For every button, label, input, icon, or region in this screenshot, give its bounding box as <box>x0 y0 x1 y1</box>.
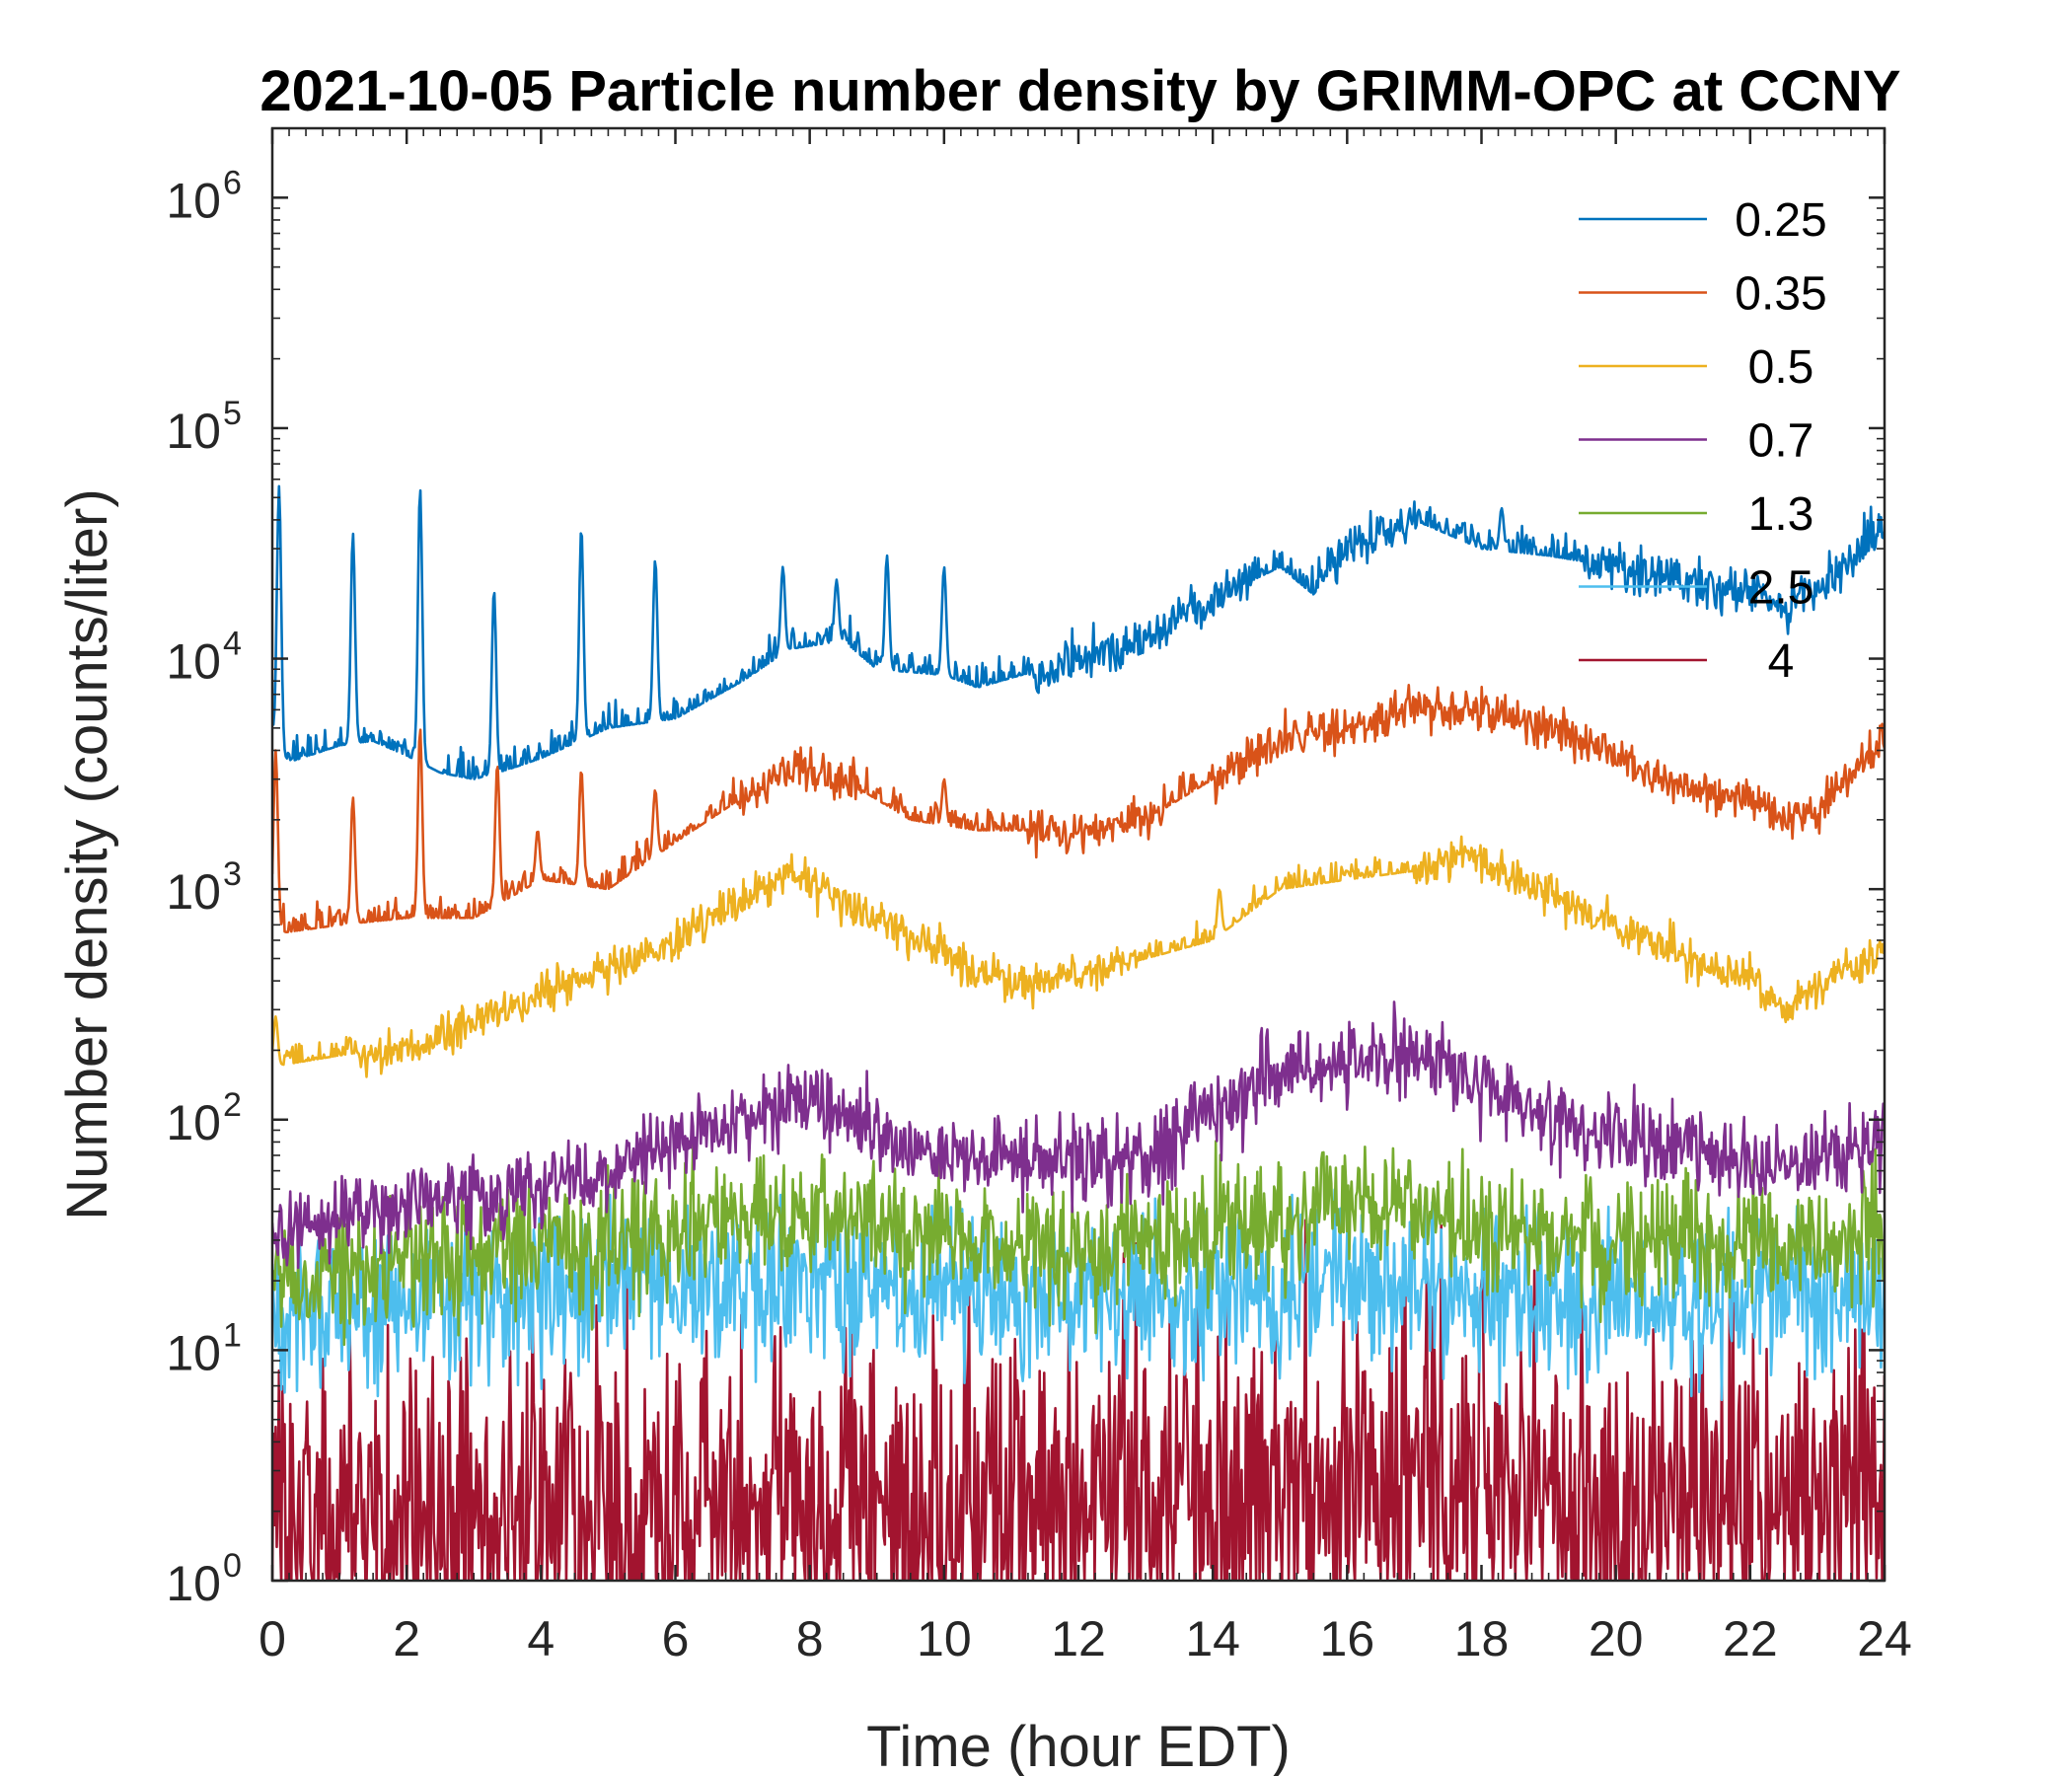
y-tick-label: 10 <box>166 864 221 920</box>
x-tick-label: 4 <box>527 1611 555 1666</box>
x-tick-label: 12 <box>1051 1611 1106 1666</box>
legend-label-2.5: 2.5 <box>1748 562 1814 615</box>
y-axis-label: Number density (counts/liter) <box>55 488 119 1220</box>
y-tick-exponent: 2 <box>223 1086 242 1124</box>
y-tick-exponent: 6 <box>223 164 242 201</box>
legend-label-0.35: 0.35 <box>1735 268 1826 321</box>
x-tick-label: 6 <box>662 1611 690 1666</box>
y-tick-label: 10 <box>166 1556 221 1611</box>
y-tick-exponent: 4 <box>223 626 242 663</box>
series-line-0.5 <box>272 835 1885 1078</box>
series-line-0.25 <box>272 484 1885 780</box>
legend-label-4: 4 <box>1768 635 1795 688</box>
y-tick-exponent: 1 <box>223 1316 242 1354</box>
series-line-1.3 <box>272 1138 1885 1347</box>
x-tick-label: 0 <box>259 1611 286 1666</box>
x-tick-label: 24 <box>1857 1611 1912 1666</box>
x-tick-label: 2 <box>393 1611 420 1666</box>
plot-area <box>270 126 1887 1583</box>
y-tick-label: 10 <box>166 173 221 228</box>
y-tick-exponent: 0 <box>223 1547 242 1585</box>
x-tick-label: 18 <box>1454 1611 1510 1666</box>
x-tick-label: 10 <box>917 1611 972 1666</box>
x-tick-labels: 0 2 4 6 8 10 12 14 16 18 20 22 24 <box>259 1611 1912 1666</box>
legend-label-0.7: 0.7 <box>1748 415 1814 468</box>
legend-label-1.3: 1.3 <box>1748 488 1814 541</box>
y-tick-label: 10 <box>166 404 221 459</box>
x-axis-label: Time (hour EDT) <box>866 1715 1291 1776</box>
x-tick-label: 22 <box>1723 1611 1778 1666</box>
y-tick-exponent: 3 <box>223 855 242 893</box>
x-tick-label: 16 <box>1320 1611 1375 1666</box>
y-tick-label: 10 <box>166 1325 221 1380</box>
y-tick-exponent: 5 <box>223 395 242 432</box>
series-line-4 <box>272 1219 1885 1581</box>
chart-title: 2021-10-05 Particle number density by GR… <box>259 59 1900 123</box>
series-layer <box>272 484 1885 1581</box>
x-tick-label: 20 <box>1589 1611 1644 1666</box>
legend-label-0.5: 0.5 <box>1748 341 1814 394</box>
y-tick-label: 10 <box>166 634 221 690</box>
legend-label-0.25: 0.25 <box>1735 194 1826 247</box>
series-line-0.7 <box>272 1000 1885 1270</box>
series-line-0.35 <box>272 684 1885 933</box>
x-tick-label: 8 <box>796 1611 824 1666</box>
y-tick-label: 10 <box>166 1095 221 1150</box>
major-ticks <box>270 128 1887 1583</box>
legend: 0.25 0.35 0.5 0.7 1.3 2.5 4 <box>1579 194 1827 688</box>
x-tick-label: 14 <box>1185 1611 1240 1666</box>
series-line-2.5 <box>272 1188 1885 1406</box>
